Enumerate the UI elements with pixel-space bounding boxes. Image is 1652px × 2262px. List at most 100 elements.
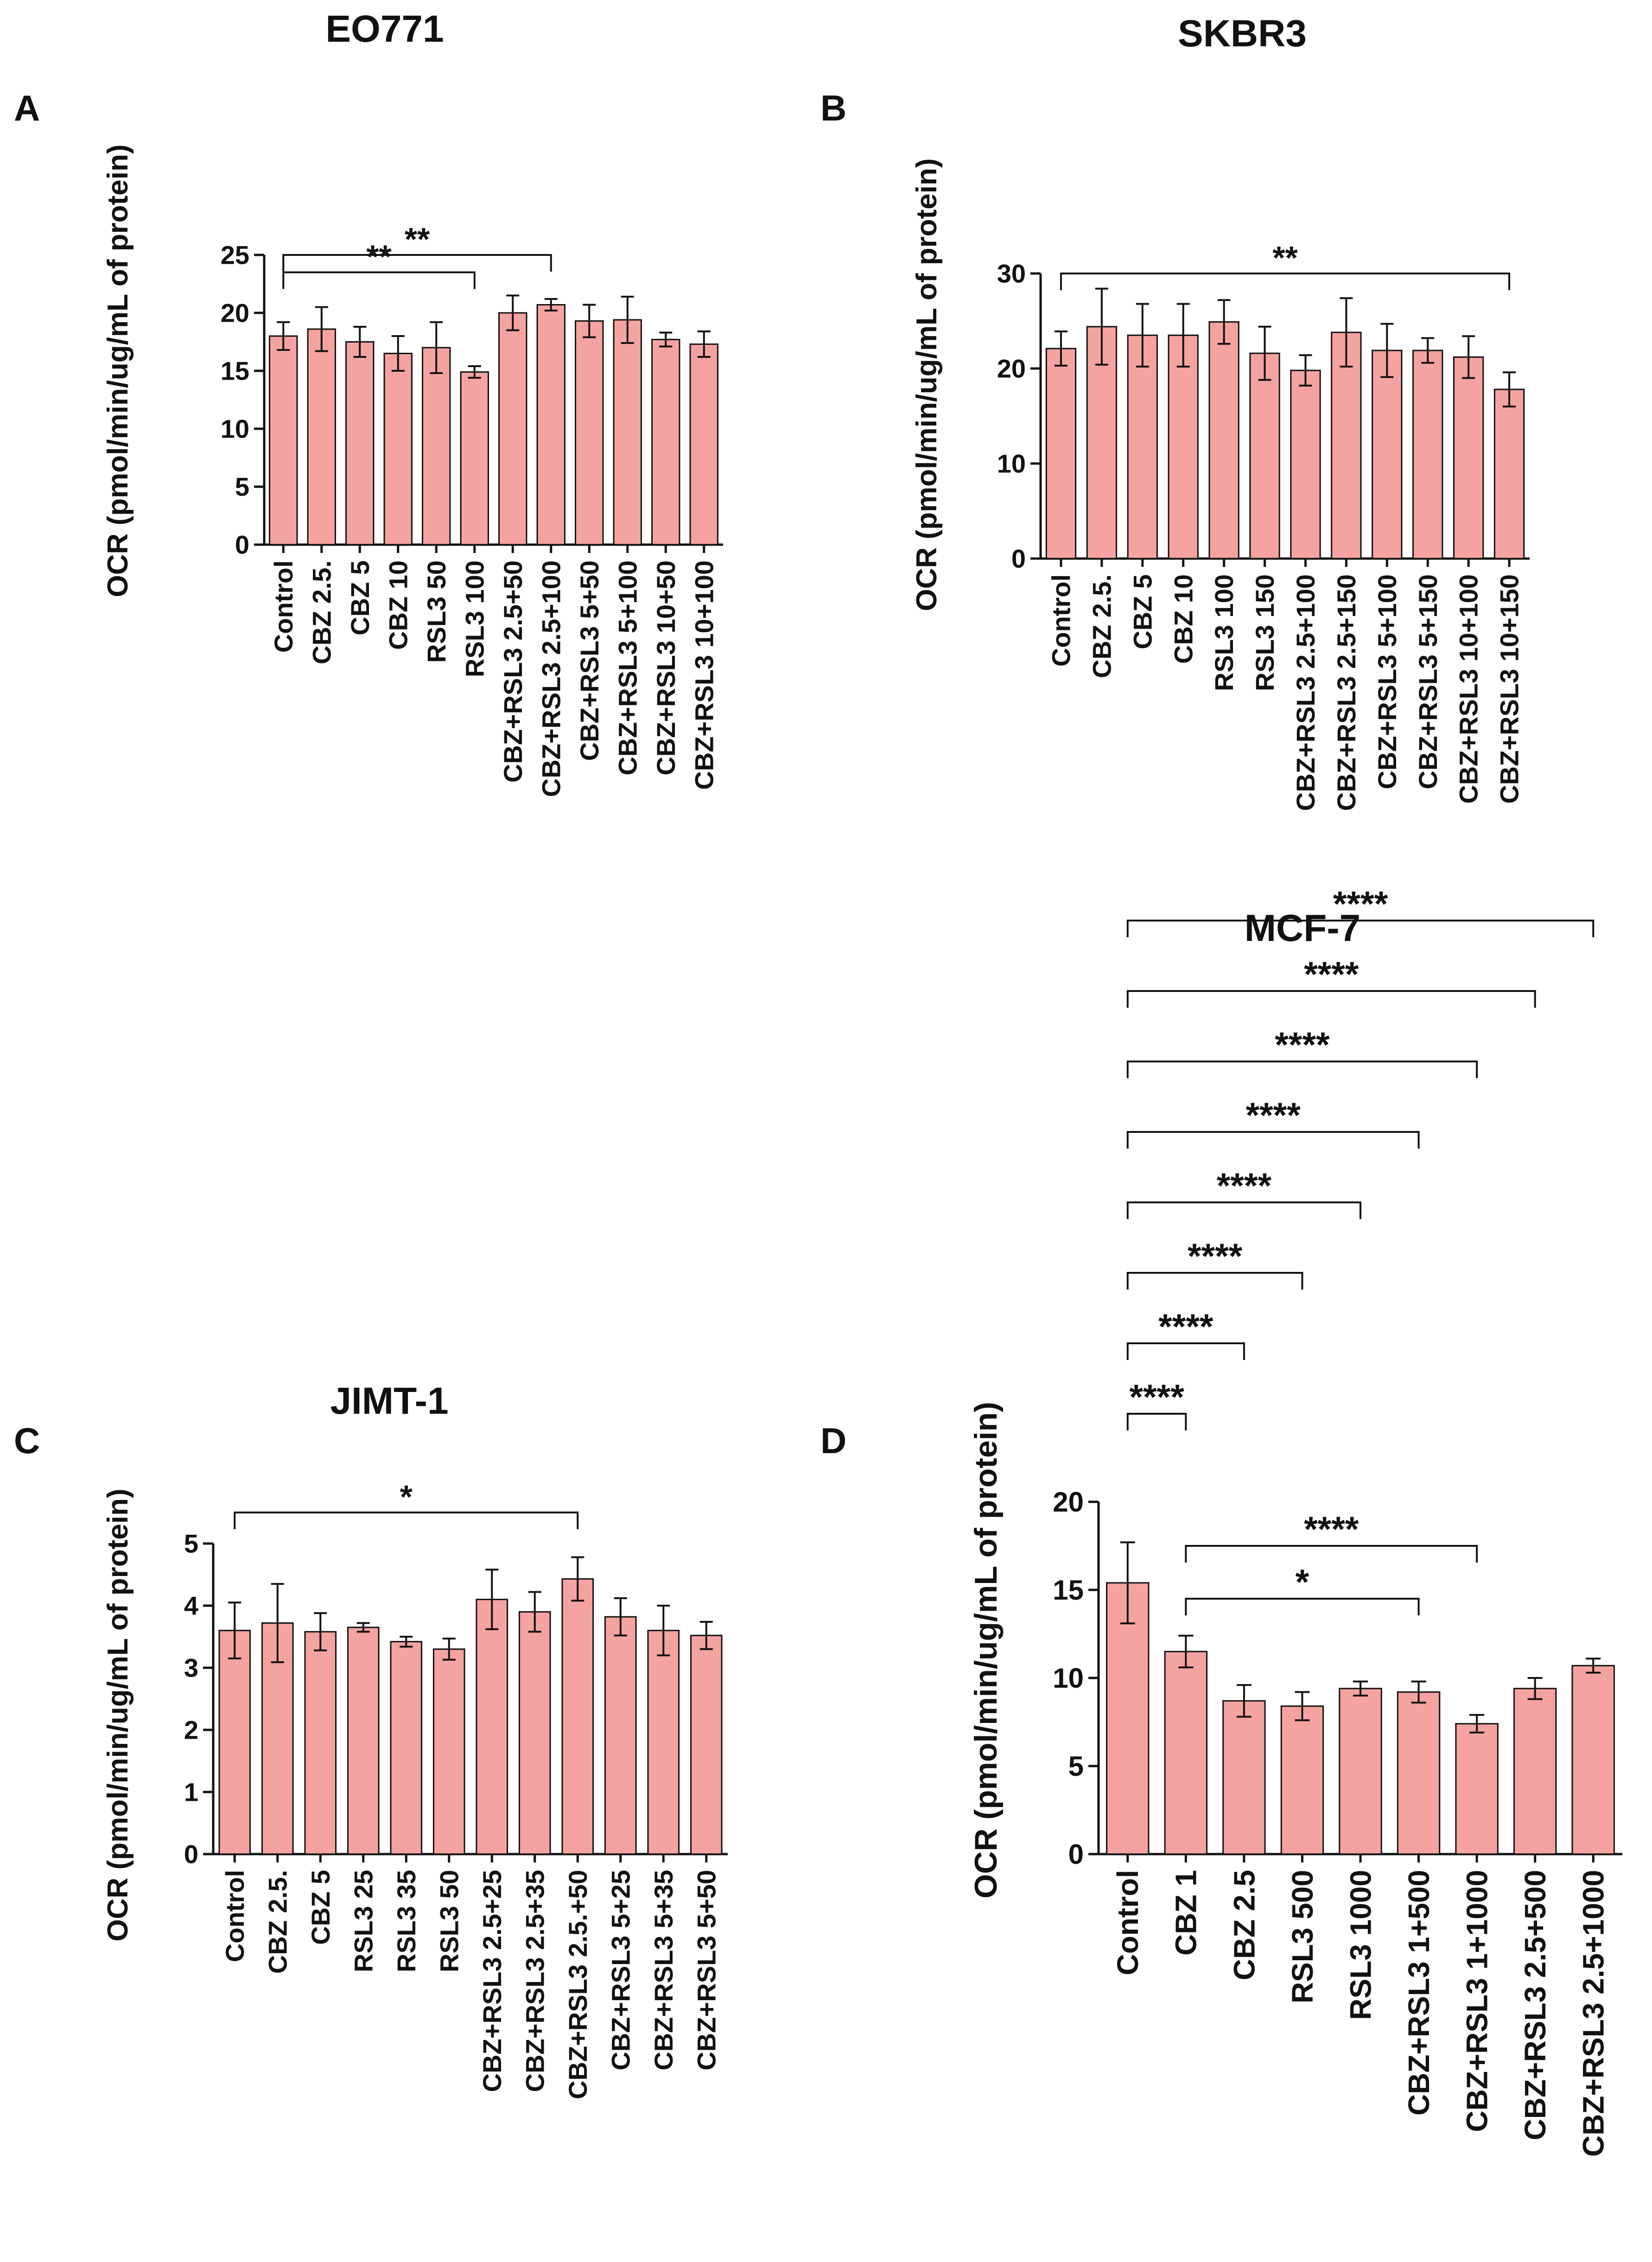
panel-a-category-label: RSL3 50 [422,560,451,663]
panel-b: B SKBR3 OCR (pmol/min/ug/mL of protein) … [820,13,1530,811]
panel-a-significance-bracket [282,271,476,289]
panel-c-bar [432,1648,465,1855]
panel-d-significance-bracket [1126,1413,1187,1430]
panel-a-bar [613,319,642,546]
panel-d-bar [1106,1582,1150,1855]
panel-c-category-label: CBZ+RSL3 5+25 [606,1870,635,2071]
panel-a-significance-label: ** [366,239,392,275]
panel-a-category-label: RSL3 100 [460,560,489,677]
panel-c-title: JIMT-1 [330,1380,448,1422]
panel-a-category-label: CBZ+RSL3 2.5+50 [498,560,527,782]
panel-a-category-label: CBZ+RSL3 5+100 [613,560,642,775]
panel-a-significance-bracket [282,254,552,272]
panel-b-category-label: CBZ+RSL3 5+100 [1372,574,1402,789]
panel-a-significance-label: ** [405,221,430,257]
panel-a-bar [651,339,680,546]
panel-d-bar [1339,1688,1382,1855]
panel-c-bar [476,1599,508,1855]
panel-c-category-label: CBZ+RSL3 5+50 [692,1870,721,2071]
panel-b-category-label: CBZ 10 [1169,574,1198,664]
panel-a-ylabel: OCR (pmol/min/ug/mL of protein) [102,145,134,597]
panel-d-category-label: RSL3 1000 [1344,1870,1377,2020]
panel-d-category-label: CBZ+RSL3 2.5+500 [1519,1870,1552,2140]
panel-a-y-tick-label: 20 [221,299,249,328]
panel-b-category-label: RSL3 150 [1250,574,1279,691]
panel-c-y-tick-label: 3 [184,1653,198,1683]
panel-d-letter: D [820,1420,846,1461]
panel-d-significance-bracket [1185,1598,1420,1615]
panel-b-bar [1045,348,1077,559]
panel-a-title: EO771 [325,8,444,50]
panel-d-plot: 0 5 10 15 20 Control CBZ 1 CBZ 2.5 RSL3 500 RSL3 … [1053,884,1622,2157]
panel-a-category-label: CBZ+RSL3 5+50 [575,560,604,761]
panel-d-category-label: Control [1111,1870,1144,1976]
panel-c-bar [647,1630,680,1855]
panel-d-y-tick-label: 10 [1053,1663,1084,1694]
panel-a-category-label: CBZ+RSL3 2.5+100 [536,560,565,797]
panel-d-category-label: RSL3 500 [1286,1870,1319,2003]
panel-c-bar [561,1578,594,1855]
panel-d-bar [1571,1665,1615,1855]
panel-d-y-tick-label: 20 [1053,1487,1084,1518]
panel-b-category-label: CBZ+RSL3 5+150 [1413,574,1442,789]
panel-a-bar [383,353,413,546]
panel-b-category-label: CBZ 5 [1128,574,1157,649]
panel-a-category-label: CBZ+RSL3 10+50 [651,560,680,775]
panel-d-significance-label: **** [1304,955,1359,994]
panel-d-bar [1397,1691,1441,1855]
panel-c-bar [218,1630,251,1855]
panel-d-category-label: CBZ+RSL3 1+500 [1402,1870,1436,2116]
panel-d-category-label: CBZ+RSL3 2.5+1000 [1577,1870,1610,2157]
panel-a-category-label: CBZ 5 [345,560,375,635]
panel-a-y-tick-label: 25 [221,241,249,270]
panel-a-letter: A [14,88,40,128]
panel-d-significance-label: **** [1304,1510,1359,1549]
panel-c-category-label: CBZ+RSL3 2.5+35 [520,1870,549,2092]
panel-d-significance-bracket [1185,1545,1478,1563]
panel-a-bar [536,304,565,546]
panel-d-category-label: CBZ+RSL3 1+1000 [1461,1870,1494,2132]
panel-c-letter: C [14,1420,40,1461]
panel-a-bar [307,328,336,546]
panel-b-category-label: CBZ+RSL3 2.5+150 [1332,574,1361,811]
panel-a-bar [422,347,451,546]
panel-b-ylabel: OCR (pmol/min/ug/mL of protein) [911,159,943,611]
panel-a-bar [689,343,718,546]
panel-b-category-label: CBZ+RSL3 2.5+100 [1291,574,1320,811]
panel-c: C JIMT-1 OCR (pmol/min/ug/mL of protein)… [14,1380,728,2099]
panel-a-bar [575,320,604,546]
panel-b-significance-label: ** [1272,240,1298,276]
panel-b-y-tick-label: 20 [997,354,1026,383]
panel-b-significance-bracket [1060,273,1511,290]
panel-c-category-label: CBZ 2.5. [263,1870,292,1974]
panel-b-y-tick-label: 30 [997,259,1026,288]
panel-b-title: SKBR3 [1178,13,1307,55]
panel-c-category-label: RSL3 50 [434,1870,464,1972]
panel-a-bar [460,371,489,546]
panel-b-bar [1372,349,1403,559]
panel-b-bar [1127,334,1158,559]
panel-b-category-label: CBZ 2.5. [1087,574,1116,678]
panel-c-category-label: Control [220,1870,249,1962]
panel-d-bar [1164,1651,1208,1855]
panel-c-plot: 0 1 2 3 4 5 Control CBZ 2.5. CBZ 5 RSL3 25 RSL3 35… [184,1479,728,2099]
panel-c-significance-bracket [234,1512,579,1529]
panel-b-bar [1493,388,1525,559]
panel-b-y-tick-label: 10 [997,449,1026,478]
panel-a-y-tick-label: 0 [235,530,249,559]
panel-a-y-tick-label: 10 [221,414,249,444]
panel-b-bar [1453,356,1484,559]
panel-a-category-label: CBZ 2.5. [307,560,336,664]
panel-d-title: MCF-7 [1245,907,1361,949]
panel-a-category-label: Control [269,560,298,653]
panel-b-category-label: Control [1047,574,1076,667]
panel-d-y-tick-label: 15 [1053,1575,1084,1606]
panel-d-significance-label: **** [1188,1237,1243,1276]
panel-a-category-label: CBZ+RSL3 10+100 [689,560,718,790]
panel-d-significance-bracket [1126,1342,1245,1360]
panel-b-category-label: CBZ+RSL3 10+100 [1454,574,1483,804]
panel-c-y-tick-label: 2 [184,1716,198,1745]
panel-c-category-label: CBZ+RSL3 2.5.+50 [563,1870,592,2099]
panel-b-y-tick-label: 0 [1011,544,1026,573]
